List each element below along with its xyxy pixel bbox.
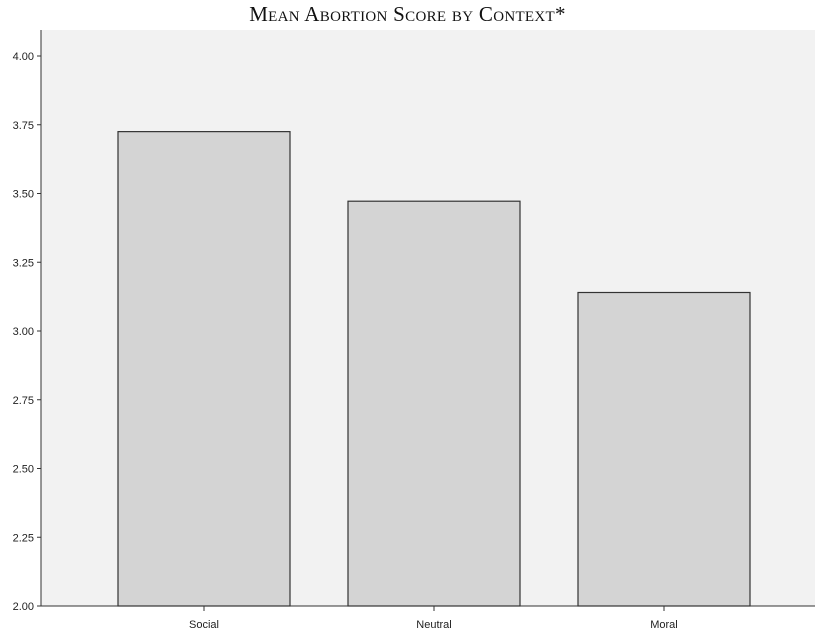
x-tick-label-moral: Moral bbox=[650, 619, 678, 631]
y-axis: 2.00 2.25 2.50 2.75 3.00 3.25 3.50 3.75 4.00 bbox=[13, 30, 42, 613]
bar-moral bbox=[577, 291, 751, 607]
bar-social bbox=[117, 131, 291, 607]
x-tick-label-social: Social bbox=[189, 619, 219, 631]
bar-neutral bbox=[347, 200, 521, 607]
y-tick-label: 2.50 bbox=[13, 464, 34, 476]
y-tick-label: 4.00 bbox=[13, 51, 34, 63]
x-axis: Social Neutral Moral bbox=[41, 605, 815, 631]
bars bbox=[117, 131, 751, 607]
y-tick-label: 3.50 bbox=[13, 189, 34, 201]
y-tick-label: 3.75 bbox=[13, 120, 34, 132]
chart-title: Mean Abortion Score by Context* bbox=[249, 2, 566, 26]
y-tick-label: 2.00 bbox=[13, 601, 34, 613]
y-tick-label: 2.75 bbox=[13, 395, 34, 407]
x-tick-label-neutral: Neutral bbox=[416, 619, 451, 631]
y-tick-label: 3.00 bbox=[13, 326, 34, 338]
y-tick-label: 3.25 bbox=[13, 257, 34, 269]
y-tick-label: 2.25 bbox=[13, 532, 34, 544]
